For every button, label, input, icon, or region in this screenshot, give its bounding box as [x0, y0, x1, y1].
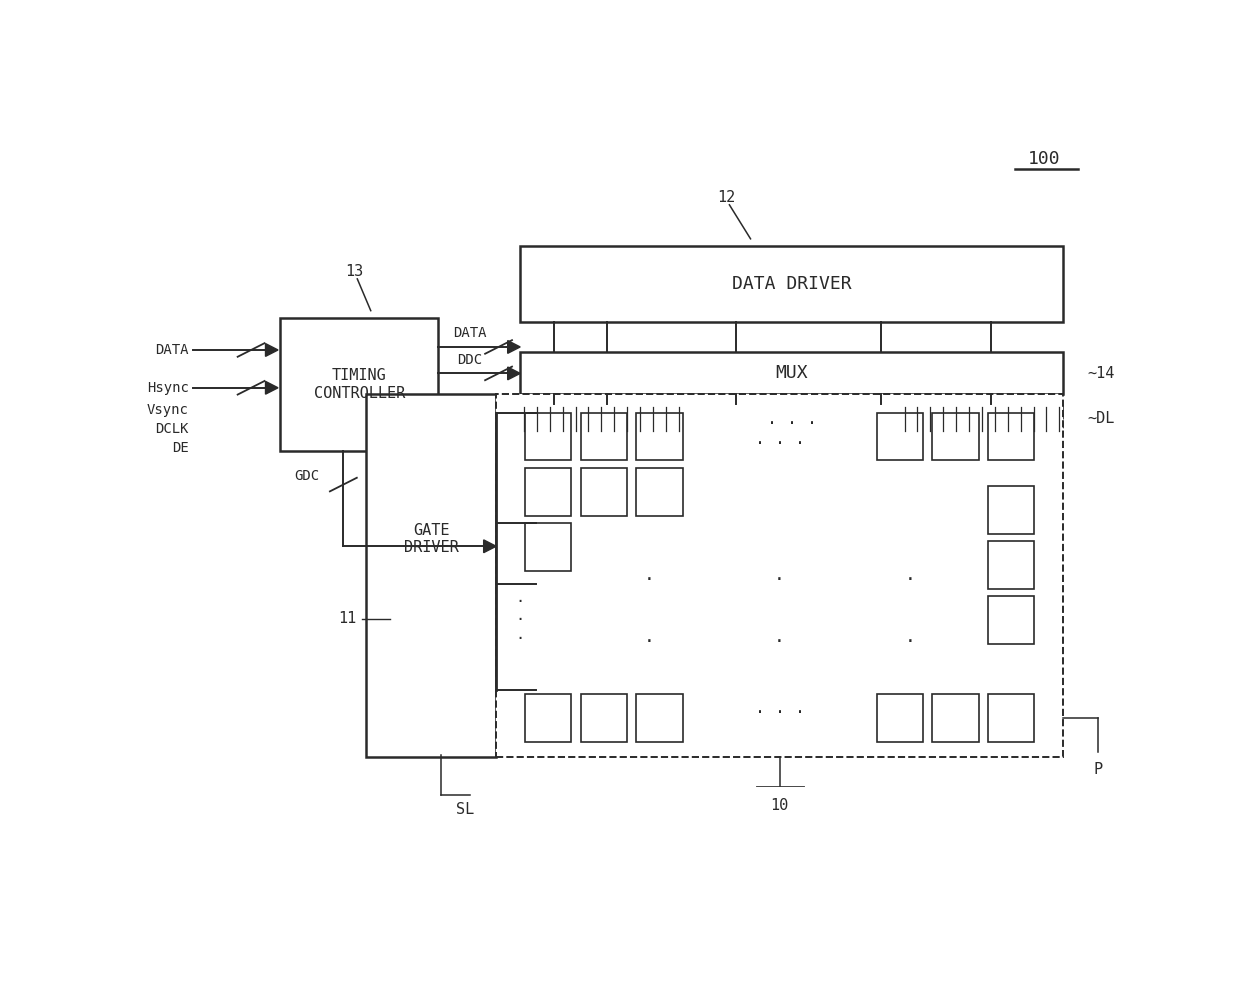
Text: 13: 13 — [345, 264, 363, 279]
Text: DDC: DDC — [458, 353, 482, 367]
Text: .: . — [774, 628, 785, 646]
Text: .: . — [905, 567, 915, 584]
Bar — [636, 412, 682, 461]
Bar — [988, 412, 1034, 461]
Bar — [877, 412, 923, 461]
Bar — [367, 394, 496, 757]
Text: . . .: . . . — [755, 698, 805, 717]
Text: .: . — [644, 567, 655, 584]
Text: DATA: DATA — [453, 326, 486, 341]
Bar — [988, 596, 1034, 644]
Polygon shape — [265, 344, 278, 356]
Text: 12: 12 — [718, 190, 735, 204]
Text: . . .: . . . — [766, 409, 817, 428]
Text: TIMING
CONTROLLER: TIMING CONTROLLER — [314, 368, 404, 401]
Bar — [877, 694, 923, 741]
Bar — [932, 694, 978, 741]
Bar — [932, 412, 978, 461]
Text: SL: SL — [456, 802, 474, 817]
Text: 100: 100 — [1028, 150, 1060, 169]
Polygon shape — [507, 367, 521, 380]
Text: Vsync: Vsync — [146, 404, 188, 417]
Polygon shape — [484, 540, 496, 553]
Text: DATA DRIVER: DATA DRIVER — [732, 275, 852, 294]
Bar — [580, 468, 627, 516]
Text: MUX: MUX — [775, 364, 808, 382]
Bar — [580, 694, 627, 741]
Bar — [636, 468, 682, 516]
Bar — [988, 486, 1034, 534]
Text: Hsync: Hsync — [146, 381, 188, 395]
Bar — [521, 405, 1063, 433]
Text: GATE
DRIVER: GATE DRIVER — [404, 522, 459, 555]
Bar — [525, 468, 572, 516]
Text: .: . — [774, 567, 785, 584]
Polygon shape — [265, 381, 278, 394]
Bar — [636, 694, 682, 741]
Bar — [988, 694, 1034, 741]
Bar — [521, 353, 1063, 394]
Bar — [525, 694, 572, 741]
Text: .: . — [516, 609, 525, 624]
Text: ~14: ~14 — [1087, 365, 1115, 381]
Bar — [525, 412, 572, 461]
Text: .: . — [516, 627, 525, 642]
Bar — [521, 246, 1063, 322]
Polygon shape — [507, 341, 521, 354]
Text: GDC: GDC — [294, 469, 320, 483]
Text: .: . — [905, 628, 915, 646]
Text: DATA: DATA — [155, 343, 188, 357]
Bar — [988, 541, 1034, 589]
Text: .: . — [644, 628, 655, 646]
Text: P: P — [1094, 762, 1102, 777]
Bar — [525, 523, 572, 571]
Text: DE: DE — [172, 441, 188, 456]
Bar — [496, 394, 1063, 757]
Bar — [580, 412, 627, 461]
Bar — [280, 318, 439, 451]
Text: 10: 10 — [770, 798, 789, 813]
Text: ~DL: ~DL — [1087, 411, 1115, 426]
Text: .: . — [516, 589, 525, 605]
Text: 11: 11 — [339, 612, 357, 627]
Text: DCLK: DCLK — [155, 422, 188, 436]
Text: . . .: . . . — [755, 430, 805, 448]
